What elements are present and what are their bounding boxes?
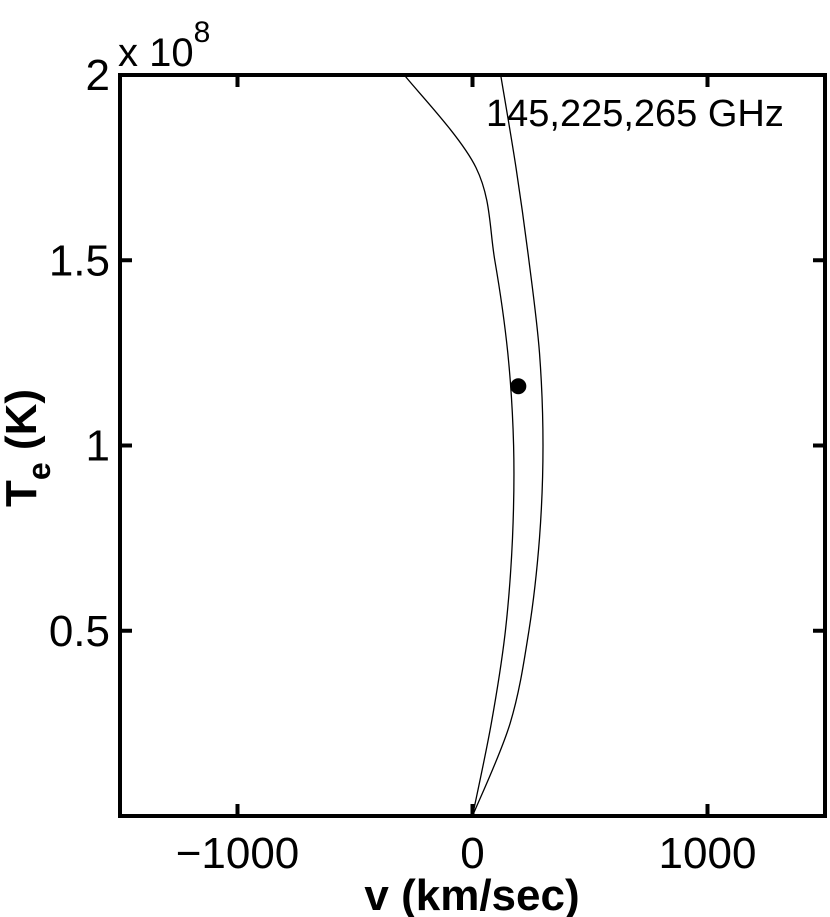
x-axis-title: v (km/sec) <box>364 871 579 917</box>
y-tick-label: 1.5 <box>49 236 110 285</box>
y-tick-label: 1 <box>86 422 110 471</box>
x-tick-label: −1000 <box>176 829 300 878</box>
y-tick-label: 2 <box>86 51 110 100</box>
constraint-curve-1 <box>403 74 515 817</box>
y-axis-multiplier-base: x 10 <box>118 31 194 75</box>
y-axis-title-main: T <box>0 480 46 507</box>
y-axis-multiplier-exponent: 8 <box>194 16 211 49</box>
tick-labels: −1000 0 1000 0.5 1 1.5 2 <box>49 51 757 878</box>
plot-frame <box>118 73 827 818</box>
best-fit-point <box>510 378 527 395</box>
y-axis-title-unit: (K) <box>0 389 46 462</box>
data-marker-layer <box>510 378 527 395</box>
constraint-curves <box>403 74 544 817</box>
y-axis-title: Te (K) <box>0 389 57 507</box>
constraint-curve-2 <box>471 74 544 817</box>
y-axis-multiplier: x 108 <box>118 16 210 75</box>
axis-ticks <box>120 73 825 816</box>
y-tick-label: 0.5 <box>49 607 110 656</box>
x-tick-label: 1000 <box>659 829 757 878</box>
frequency-annotation: 145,225,265 GHz <box>486 93 784 135</box>
x-tick-label: 0 <box>460 829 484 878</box>
y-axis-title-subscript: e <box>21 462 57 480</box>
